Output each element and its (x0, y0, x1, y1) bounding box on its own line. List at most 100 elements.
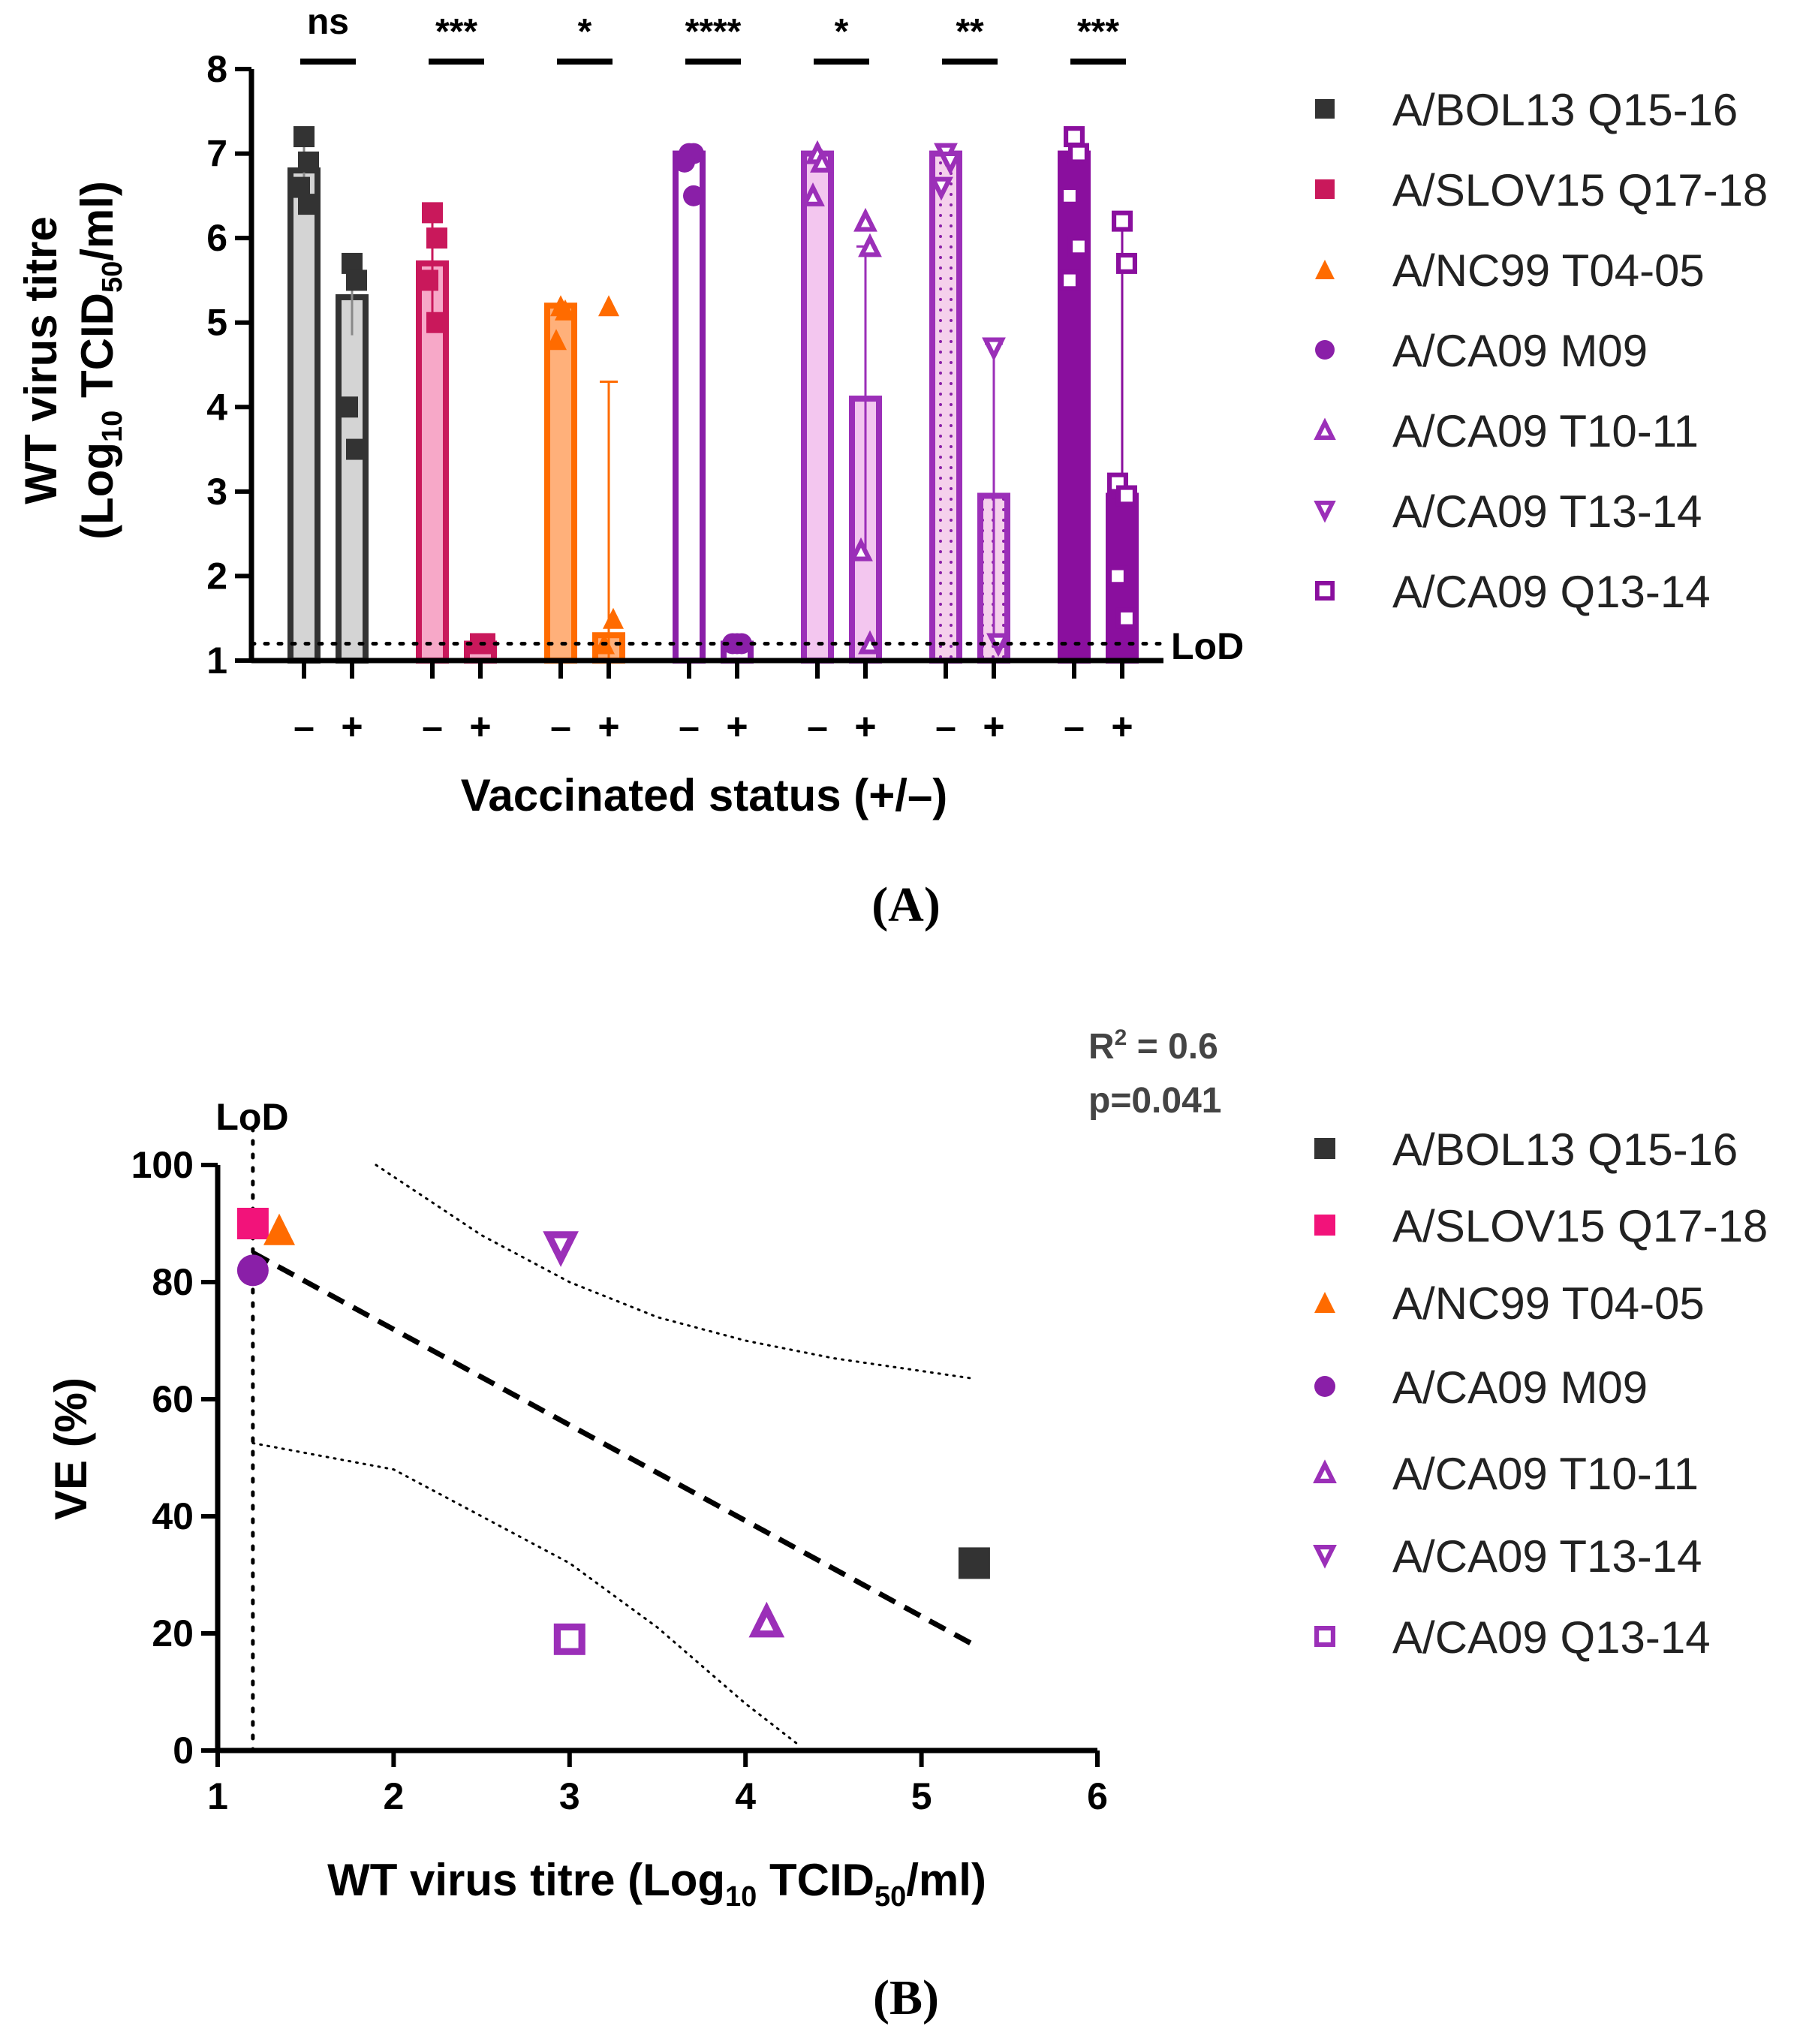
sig-label-a-nc99-t04-05: * (578, 12, 592, 52)
panel-b-lod-label: LoD (215, 1096, 288, 1138)
panel-b-ytick-label-60: 60 (152, 1378, 194, 1420)
point-a-ca09-q13-14-0-0 (1063, 126, 1085, 148)
point-a-ca09-q13-14-1-0 (1111, 210, 1133, 232)
panel-b-points (236, 1208, 990, 1655)
point-a-ca09-m09-0-2 (674, 151, 695, 173)
legend-a-label-a-ca09-m09: A/CA09 M09 (1392, 326, 1648, 376)
legend-a-label-a-nc99-t04-05: A/NC99 T04-05 (1392, 245, 1705, 296)
sig-label-a-bol13-q15-16: ns (307, 2, 349, 42)
point-a-ca09-t10-11-0-1 (810, 149, 834, 173)
point-a-ca09-q13-14-1-3 (1115, 485, 1137, 507)
legend-a-label-a-ca09-q13-14: A/CA09 Q13-14 (1392, 567, 1711, 617)
panel-b-point-a-nc99-t04-05 (263, 1213, 296, 1245)
legend-b-marker-a-bol13-q15-16 (1314, 1138, 1335, 1159)
panel-a-ylabel-sub2: 50 (97, 261, 128, 293)
point-a-ca09-t10-11-1-2 (849, 537, 873, 561)
legend-a-marker-a-ca09-t10-11 (1314, 417, 1336, 441)
point-a-ca09-q13-14-0-3 (1067, 236, 1089, 257)
panel-a-legend: A/BOL13 Q15-16 A/SLOV15 Q17-18 A/NC99 T04-… (1314, 85, 1768, 617)
panel-b-xtick-label-6: 6 (1087, 1775, 1108, 1817)
legend-a-label-a-ca09-t10-11: A/CA09 T10-11 (1392, 406, 1699, 456)
panel-b-ylabel: VE (%) (46, 1377, 96, 1520)
point-a-ca09-q13-14-1-4 (1106, 565, 1128, 587)
legend-b-marker-a-ca09-t10-11 (1313, 1459, 1337, 1484)
point-a-nc99-t04-05-1-0 (598, 295, 619, 317)
legend-a-marker-a-ca09-q13-14 (1314, 580, 1335, 601)
panel-a-ytick-label-4: 4 (206, 386, 227, 428)
xtick-a-ca09-t10-11-0: – (807, 706, 828, 748)
point-a-slov15-q17-18-0-0 (422, 202, 443, 224)
sig-label-a-slov15-q17-18: *** (435, 12, 477, 52)
legend-a-marker-a-slov15-q17-18 (1315, 179, 1335, 199)
legend-b-label-a-nc99-t04-05: A/NC99 T04-05 (1392, 1278, 1705, 1329)
point-a-bol13-q15-16-0-0 (293, 126, 315, 148)
panel-b-p-value: p=0.041 (1088, 1081, 1221, 1121)
panel-b-ytick-label-80: 80 (152, 1261, 194, 1303)
point-a-nc99-t04-05-1-1 (603, 607, 624, 629)
point-a-nc99-t04-05-0-2 (546, 329, 567, 351)
point-a-slov15-q17-18-0-3 (426, 312, 447, 333)
point-a-ca09-q13-14-0-2 (1058, 185, 1080, 206)
point-a-ca09-m09-0-3 (683, 185, 704, 206)
xtick-a-ca09-m09-0: – (679, 706, 700, 748)
panel-b-xlabel-mid: TCID (757, 1855, 874, 1905)
panel-a-bars (287, 135, 1139, 664)
panel-b-r2-sup: 2 (1115, 1025, 1127, 1050)
xtick-a-ca09-t13-14-1: + (983, 706, 1004, 748)
legend-a-marker-a-bol13-q15-16 (1315, 99, 1335, 119)
panel-b-xlabel-sub2: 50 (874, 1881, 906, 1913)
panel-a-ytick-label-1: 1 (206, 640, 227, 682)
panel-a-lod-label: LoD (1171, 625, 1244, 667)
panel-a-xlabel: Vaccinated status (+/–) (461, 770, 948, 820)
panel-a-ylabel-suffix: /ml) (72, 181, 122, 261)
panel-b-ci-upper (375, 1163, 976, 1380)
point-a-slov15-q17-18-0-1 (426, 227, 447, 249)
xtick-a-nc99-t04-05-1: + (597, 706, 619, 748)
panel-b-ytick-label-40: 40 (152, 1495, 194, 1537)
panel-b-ci-lower (251, 1442, 800, 1746)
sig-label-a-ca09-m09: **** (685, 12, 742, 52)
panel-a-significance: ns *** * **** * ** *** (300, 2, 1126, 65)
sig-label-a-ca09-q13-14: *** (1077, 12, 1119, 52)
legend-a-label-a-ca09-t13-14: A/CA09 T13-14 (1392, 486, 1702, 537)
bar-a-ca09-t10-11-unvaccinated (801, 150, 834, 664)
point-a-ca09-t10-11-1-1 (858, 233, 882, 257)
panel-b-xlabel: WT virus titre (Log10 TCID50/ml) (327, 1855, 986, 1913)
panel-b-ytick-label-100: 100 (131, 1144, 194, 1186)
point-a-bol13-q15-16-1-2 (337, 396, 358, 418)
panel-b-regression-line (251, 1250, 976, 1648)
panel-b-label: (B) (873, 1970, 939, 2025)
xtick-a-ca09-q13-14-0: – (1064, 706, 1085, 748)
point-a-slov15-q17-18-0-2 (417, 269, 438, 291)
point-a-bol13-q15-16-1-3 (346, 438, 367, 460)
panel-a-label: (A) (871, 878, 941, 932)
legend-b-label-a-slov15-q17-18: A/SLOV15 Q17-18 (1392, 1201, 1768, 1251)
xtick-a-ca09-t10-11-1: + (854, 706, 876, 748)
panel-b-r2-suffix: = 0.6 (1127, 1027, 1218, 1067)
legend-b-label-a-ca09-t13-14: A/CA09 T13-14 (1392, 1531, 1702, 1582)
xtick-a-bol13-q15-16-0: – (293, 706, 315, 748)
panel-a-ylabel-line1: WT virus titre (16, 216, 66, 504)
legend-a-marker-a-nc99-t04-05 (1315, 260, 1335, 279)
point-a-ca09-t10-11-0-2 (801, 182, 825, 206)
panel-b-r-squared: R2 = 0.6 (1088, 1025, 1218, 1067)
xtick-a-bol13-q15-16-1: + (341, 706, 363, 748)
panel-b-point-a-ca09-m09 (236, 1254, 269, 1287)
point-a-ca09-q13-14-1-1 (1115, 252, 1137, 274)
panel-b-xlabel-sub1: 10 (725, 1881, 757, 1913)
point-a-bol13-q15-16-1-1 (346, 269, 367, 291)
point-a-ca09-t13-14-0-2 (929, 176, 953, 201)
legend-b-label-a-ca09-q13-14: A/CA09 Q13-14 (1392, 1612, 1711, 1663)
panel-b-r2-prefix: R (1088, 1027, 1115, 1067)
panel-b-ytick-label-0: 0 (173, 1729, 194, 1772)
point-a-ca09-q13-14-0-4 (1058, 269, 1080, 291)
xtick-a-slov15-q17-18-0: – (422, 706, 443, 748)
sig-label-a-ca09-t13-14: ** (956, 12, 984, 52)
panel-b-legend: A/BOL13 Q15-16 A/SLOV15 Q17-18 A/NC99 T04-… (1313, 1124, 1768, 1663)
xtick-a-slov15-q17-18-1: + (469, 706, 491, 748)
panel-a-ytick-label-3: 3 (206, 471, 227, 513)
